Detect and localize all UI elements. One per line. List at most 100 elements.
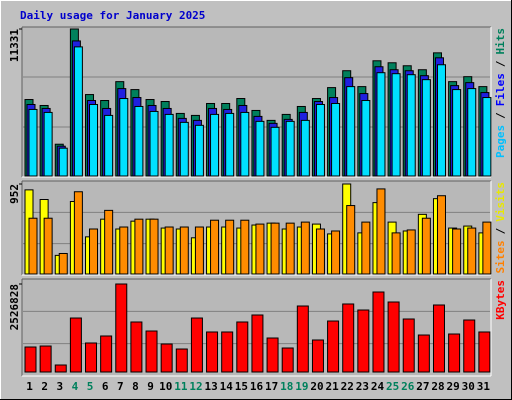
- bar: [391, 73, 401, 177]
- x-tick-label: 25: [386, 380, 399, 393]
- bar: [361, 221, 371, 275]
- x-tick-label: 10: [159, 380, 172, 393]
- bar: [436, 195, 446, 275]
- bar: [240, 219, 250, 275]
- bar: [331, 102, 341, 177]
- bar: [43, 111, 53, 177]
- bar: [300, 119, 310, 177]
- x-tick-label: 8: [132, 380, 139, 393]
- bar: [73, 46, 83, 177]
- x-tick-label: 20: [310, 380, 323, 393]
- bar: [104, 209, 114, 275]
- bar: [240, 111, 250, 177]
- bar: [391, 232, 401, 275]
- bar: [300, 221, 310, 275]
- bar: [210, 219, 220, 275]
- bar: [478, 331, 491, 373]
- bar: [134, 105, 144, 177]
- x-tick-label: 16: [250, 380, 264, 393]
- y-tick-label: 11331: [8, 29, 21, 62]
- bar: [346, 205, 356, 275]
- bar: [255, 223, 265, 275]
- legend-entry: KBytes: [494, 280, 507, 320]
- bar: [342, 303, 355, 373]
- x-tick-label: 23: [356, 380, 369, 393]
- bar: [43, 217, 53, 275]
- bar: [421, 217, 431, 275]
- bar: [266, 337, 279, 373]
- x-tick-label: 29: [447, 380, 460, 393]
- bar: [482, 221, 492, 275]
- bar: [190, 317, 203, 373]
- bar: [104, 114, 114, 177]
- bar: [221, 331, 234, 373]
- bar: [54, 364, 67, 373]
- legend: KBytes: [494, 280, 507, 320]
- bar: [421, 79, 431, 177]
- bar: [406, 229, 416, 275]
- bar: [164, 113, 174, 177]
- bar: [28, 217, 38, 275]
- bar: [376, 188, 386, 275]
- bar: [149, 110, 159, 177]
- bar: [179, 226, 189, 275]
- bar: [285, 222, 295, 275]
- x-tick-label: 6: [102, 380, 109, 393]
- bar: [452, 228, 462, 275]
- bar: [448, 333, 461, 373]
- x-tick-label: 27: [416, 380, 429, 393]
- bar: [100, 335, 113, 373]
- bar: [58, 147, 68, 177]
- bar: [315, 103, 325, 177]
- bar: [89, 103, 99, 177]
- x-tick-label: 5: [87, 380, 94, 393]
- bar: [270, 222, 280, 275]
- x-tick-label: 17: [265, 380, 278, 393]
- legend-entry: Hits: [494, 28, 507, 55]
- legend-separator: /: [494, 60, 507, 67]
- bar: [145, 330, 158, 373]
- legend-entry: Visits: [494, 182, 507, 222]
- x-tick-label: 12: [189, 380, 202, 393]
- bar: [467, 227, 477, 275]
- bar: [119, 226, 129, 275]
- bar: [331, 230, 341, 275]
- legend-separator: /: [494, 227, 507, 234]
- bar: [281, 347, 294, 373]
- bar: [361, 100, 371, 177]
- chart-title: Daily usage for January 2025: [20, 9, 205, 22]
- y-tick-label: 2526828: [8, 284, 21, 330]
- bar: [160, 343, 173, 373]
- x-tick-label: 7: [117, 380, 124, 393]
- bar: [115, 283, 128, 373]
- bar: [296, 305, 309, 373]
- bar: [194, 124, 204, 177]
- x-tick-label: 1: [26, 380, 33, 393]
- bar: [194, 226, 204, 275]
- bar: [357, 309, 370, 373]
- x-tick-label: 14: [220, 380, 234, 393]
- bar: [119, 98, 129, 177]
- bar: [285, 120, 295, 177]
- bar: [24, 346, 37, 373]
- legend: Pages / Files / Hits: [494, 28, 507, 158]
- x-tick-label: 15: [235, 380, 248, 393]
- legend-entry: Files: [494, 73, 507, 106]
- x-tick-label: 24: [371, 380, 385, 393]
- bar: [164, 226, 174, 275]
- bar: [402, 318, 415, 373]
- x-tick-label: 28: [431, 380, 444, 393]
- bar: [311, 339, 324, 373]
- legend: Sites / Visits: [494, 182, 507, 274]
- x-tick-label: 4: [72, 380, 79, 393]
- x-tick-label: 19: [295, 380, 308, 393]
- bar: [89, 228, 99, 275]
- bar: [436, 64, 446, 177]
- legend-separator: /: [494, 112, 507, 119]
- bar: [315, 228, 325, 275]
- bar: [376, 72, 386, 177]
- bar: [149, 218, 159, 275]
- bar: [346, 86, 356, 177]
- bar: [179, 121, 189, 177]
